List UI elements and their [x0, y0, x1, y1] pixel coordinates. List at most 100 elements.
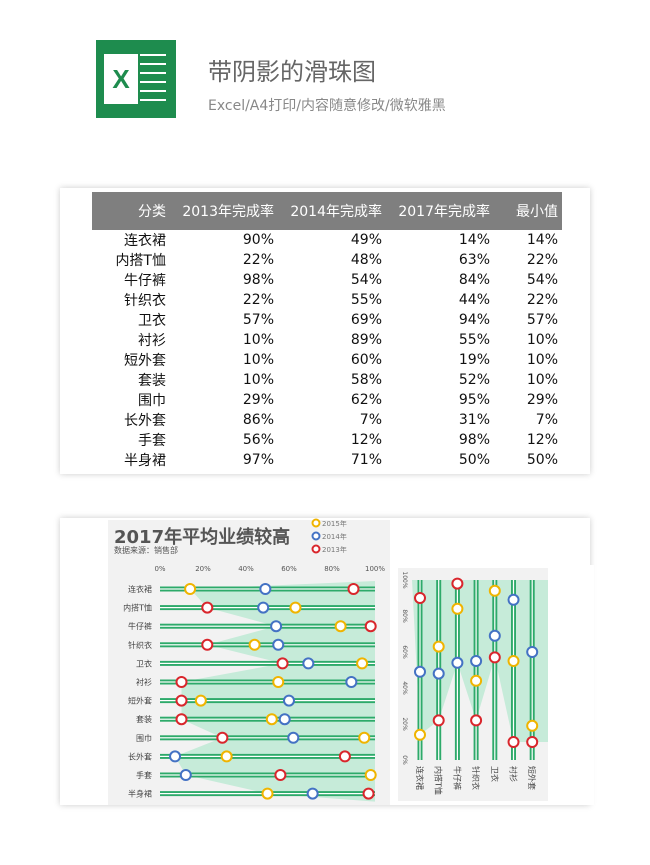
table-cell: 连衣裙 [124, 233, 166, 249]
table-cell: 10% [242, 372, 274, 388]
table-cell: 长外套 [124, 413, 166, 429]
chart-subtitle: 数据来源：销售部 [114, 546, 178, 555]
data-table-card: 分类 2013年完成率 2014年完成率 2017年完成率 最小值 连衣裙 90% 49% 14… [60, 188, 590, 474]
data-point [201, 601, 214, 614]
legend-marker [311, 518, 321, 528]
data-point [414, 592, 426, 604]
data-point [362, 787, 375, 800]
table-cell: 套装 [138, 373, 166, 389]
table-cell: 84% [458, 272, 490, 288]
data-point [194, 694, 207, 707]
column-header: 2017年完成率 [386, 192, 494, 230]
category-label: 连衣裙 [415, 766, 425, 790]
table-cell: 29% [242, 392, 274, 408]
y-tick-label: 0% [401, 755, 408, 765]
slider-track-line [160, 625, 375, 627]
table-cell: 63% [458, 252, 490, 268]
y-tick-label: 100% [401, 571, 408, 588]
table-cell: 50% [458, 452, 490, 468]
table-cell: 衬衫 [138, 333, 166, 349]
data-point [257, 601, 270, 614]
page-subtitle: Excel/A4打印/内容随意修改/微软雅黑 [208, 98, 446, 114]
logo-letter: X [104, 54, 138, 104]
chart-title: 2017年平均业绩较高 [114, 527, 291, 548]
table-cell: 98% [242, 272, 274, 288]
y-tick-label: 20% [401, 717, 408, 731]
table-cell: 22% [242, 252, 274, 268]
data-point [201, 638, 214, 651]
table-cell: 31% [458, 412, 490, 428]
x-tick-label: 100% [365, 565, 385, 573]
table-cell: 针织衣 [124, 293, 166, 309]
table-cell: 手套 [138, 433, 166, 449]
table-cell: 98% [458, 432, 490, 448]
category-label: 手套 [136, 770, 152, 780]
slider-track-line [512, 580, 515, 760]
table-cell: 22% [526, 252, 558, 268]
table-cell: 55% [350, 292, 382, 308]
table-cell: 短外套 [124, 353, 166, 369]
table-row: 内搭T恤 22% 48% 63% 22% [92, 250, 562, 270]
category-label: 牛仔裤 [452, 766, 462, 790]
category-label: 针织衣 [128, 640, 152, 650]
table-cell: 56% [242, 432, 274, 448]
data-point [470, 655, 483, 667]
slider-track-line [160, 700, 375, 702]
data-point [488, 584, 501, 597]
table-cell: 14% [458, 232, 490, 248]
data-point [451, 577, 464, 590]
table-row: 半身裙 97% 71% 50% 50% [92, 450, 562, 470]
data-point [216, 731, 229, 744]
excel-logo: X [96, 40, 176, 118]
data-point [414, 728, 426, 741]
table-row: 卫衣 57% 69% 94% 57% [92, 310, 562, 330]
table-cell: 90% [242, 232, 274, 248]
table-cell: 7% [535, 412, 558, 428]
table-cell: 71% [350, 452, 382, 468]
table-row: 牛仔裤 98% 54% 84% 54% [92, 270, 562, 290]
x-tick-label: 20% [195, 565, 211, 573]
data-point [283, 694, 295, 707]
data-point [334, 620, 347, 633]
table-cell: 86% [242, 412, 274, 428]
column-header: 2013年完成率 [170, 192, 278, 230]
slider-track-line [475, 580, 477, 760]
data-point [507, 593, 520, 606]
table-cell: 22% [526, 292, 558, 308]
table-cell: 7% [359, 412, 382, 428]
data-point [488, 629, 501, 642]
data-point [526, 719, 539, 732]
category-label: 连衣裙 [128, 584, 152, 594]
table-cell: 10% [526, 372, 558, 388]
slider-track-line [160, 681, 375, 683]
table-row: 衬衫 10% 89% 55% 10% [92, 330, 562, 350]
legend-label: 2015年 [322, 519, 347, 528]
data-point [272, 676, 285, 688]
slider-track-line [456, 580, 458, 760]
data-point [175, 713, 188, 726]
data-point [338, 750, 351, 763]
legend-marker [311, 544, 321, 554]
column-header: 分类 [92, 192, 170, 230]
data-point [526, 646, 539, 658]
legend-label: 2013年 [322, 545, 347, 554]
data-point [432, 667, 445, 680]
data-point [347, 583, 360, 595]
category-label: 针织衣 [471, 766, 481, 790]
data-point [289, 601, 302, 614]
table-cell: 10% [526, 332, 558, 348]
grid-icon [140, 54, 166, 104]
page-title: 带阴影的滑珠图 [208, 58, 376, 86]
table-cell: 10% [242, 332, 274, 348]
slider-track-line [160, 774, 375, 776]
data-point [184, 583, 197, 595]
x-tick-label: 80% [324, 565, 340, 573]
table-cell: 55% [458, 332, 490, 348]
data-point [265, 713, 278, 726]
table-cell: 54% [350, 272, 382, 288]
table-cell: 94% [458, 312, 490, 328]
data-point [175, 676, 188, 688]
x-tick-label: 40% [238, 565, 254, 573]
table-cell: 10% [526, 352, 558, 368]
table-cell: 50% [526, 452, 558, 468]
